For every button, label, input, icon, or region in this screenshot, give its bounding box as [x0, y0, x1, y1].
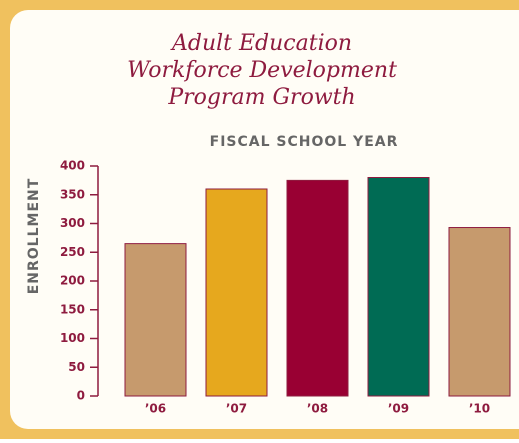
bar: [124, 243, 187, 397]
y-tick-label: 350: [60, 187, 85, 201]
x-tick-label: ’07: [226, 402, 247, 416]
x-tick-label: ’10: [469, 402, 490, 416]
bar: [367, 177, 430, 397]
y-tick-label: 100: [60, 331, 85, 345]
y-tick-label: 400: [60, 159, 85, 173]
x-tick-label: ’08: [307, 402, 328, 416]
chart-title: Adult Education: [170, 31, 352, 56]
y-tick-label: 250: [60, 245, 85, 259]
x-axis-label: FISCAL SCHOOL YEAR: [210, 134, 399, 150]
chart-title: Program Growth: [167, 85, 355, 110]
y-tick-label: 300: [60, 216, 85, 230]
chart-title: Workforce Development: [127, 58, 397, 83]
y-axis-label: ENROLLMENT: [26, 178, 42, 295]
x-tick-label: ’06: [145, 402, 166, 416]
bar: [286, 179, 349, 397]
y-tick-label: 0: [77, 389, 85, 403]
bar: [448, 227, 511, 397]
y-tick-label: 50: [68, 360, 85, 374]
y-tick-label: 200: [60, 274, 85, 288]
y-tick-label: 150: [60, 302, 85, 316]
bar: [205, 188, 268, 397]
x-tick-label: ’09: [388, 402, 409, 416]
